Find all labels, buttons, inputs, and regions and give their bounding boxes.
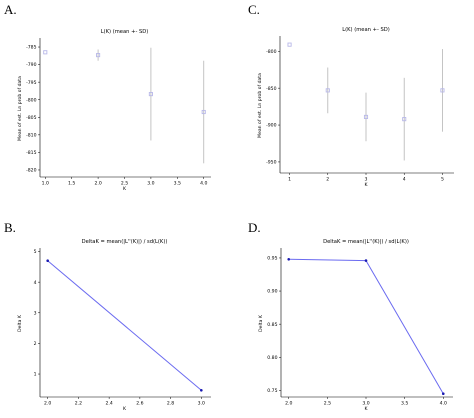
y-tick-label: 0.90 [267,289,277,295]
y-tick-label: 0.80 [267,355,277,361]
y-tick-label: -795 [26,80,37,86]
x-tick-label: 2.0 [94,181,101,187]
chart-title: DeltaK = mean(|L''(K)|) / sd(L(K)) [82,239,168,245]
x-axis-label: K [123,186,127,192]
x-tick-label: 4 [403,177,406,183]
chart-title: L(K) (mean +- SD) [101,29,149,35]
panel-letter: B. [4,220,16,235]
data-point [148,92,153,97]
y-axis-label: Delta K [17,314,23,332]
x-tick-label: 3.0 [198,401,205,407]
y-tick-label: 1 [34,372,37,378]
data-point [43,50,48,55]
x-tick-label: 2.5 [324,401,331,407]
x-tick-label: 1.0 [42,181,49,187]
data-point [201,109,206,115]
x-tick-label: 3.5 [174,181,181,187]
y-tick-label: -810 [26,132,37,138]
y-tick-label: -820 [26,168,37,174]
y-tick-label: -790 [26,62,37,68]
panel-letter: A. [4,2,17,17]
x-tick-label: 2.5 [121,181,128,187]
y-tick-label: -800 [26,97,37,103]
y-tick-label: -815 [26,150,37,156]
series-line [288,258,444,394]
x-tick-label: 3.0 [362,401,369,407]
data-point [402,117,407,122]
chart-title: L(K) (mean +- SD) [342,27,390,33]
data-point [440,88,445,93]
chart-panel-4: D. DeltaK = mean(|L''(K)|) / sd(L(K)) 2.0 2… [248,220,453,412]
x-tick-label: 5 [441,177,444,183]
panel-letter: C. [248,2,260,17]
y-tick-label: 2 [34,341,37,347]
x-tick-label: 2.6 [136,401,143,407]
x-tick-label: 2.2 [75,401,82,407]
x-tick-label: 2.4 [105,401,112,407]
data-point [46,259,49,263]
x-tick-label: 4.0 [440,401,447,407]
chart-title: DeltaK = mean(|L''(K)|) / sd(L(K)) [323,239,409,245]
series-line [47,260,202,391]
y-tick-label: -805 [26,115,37,121]
x-tick-label: 2.8 [167,401,174,407]
y-tick-label: -950 [266,160,277,166]
y-tick-label: 0.85 [267,322,277,328]
x-tick-label: 3.0 [147,181,154,187]
y-tick-label: 5 [34,249,37,255]
y-tick-label: -800 [266,49,277,55]
x-tick-label: 2.0 [285,401,292,407]
y-tick-label: 4 [34,280,37,286]
chart-panel-2: C. L(K) (mean +- SD) 1 2 3 4 5 -800 -850 -900 -950… [248,2,454,188]
x-tick-label: 1 [288,177,291,183]
y-axis-label: Delta K [258,314,264,332]
x-axis-label: K [123,406,127,412]
panel-letter: D. [248,220,261,235]
data-point [325,88,330,93]
x-tick-label: 2.0 [44,401,51,407]
y-tick-label: 0.95 [267,256,277,262]
x-axis-label: K [364,182,368,188]
y-tick-label: -850 [266,86,277,92]
x-tick-label: 4.0 [200,181,207,187]
x-tick-label: 3.5 [401,401,408,407]
data-point [363,114,369,119]
x-tick-label: 2 [326,177,329,183]
data-point [96,53,101,58]
x-tick-label: 3 [365,177,368,183]
y-tick-label: 3 [34,310,37,316]
y-tick-label: -900 [266,123,277,129]
y-tick-label: 0.75 [267,388,277,394]
data-point [287,42,292,47]
data-point [364,259,368,262]
data-point [200,388,203,392]
data-point [287,257,291,261]
x-tick-label: 1.5 [68,181,75,187]
y-tick-label: -785 [26,45,37,51]
chart-panel-1: A. L(K) (mean +- SD) 1.0 1.5 2.0 2.5 3.0 3.5 4.0… [4,2,211,192]
y-axis-label: Mean of est. Ln prob of data [257,73,263,138]
x-axis-label: K [364,406,368,412]
chart-panel-3: B. DeltaK = mean(|L''(K)|) / sd(L(K)) 2.0 2… [4,220,211,412]
data-point [441,392,445,395]
y-axis-label: Mean of est. Ln prob of data [17,76,23,141]
